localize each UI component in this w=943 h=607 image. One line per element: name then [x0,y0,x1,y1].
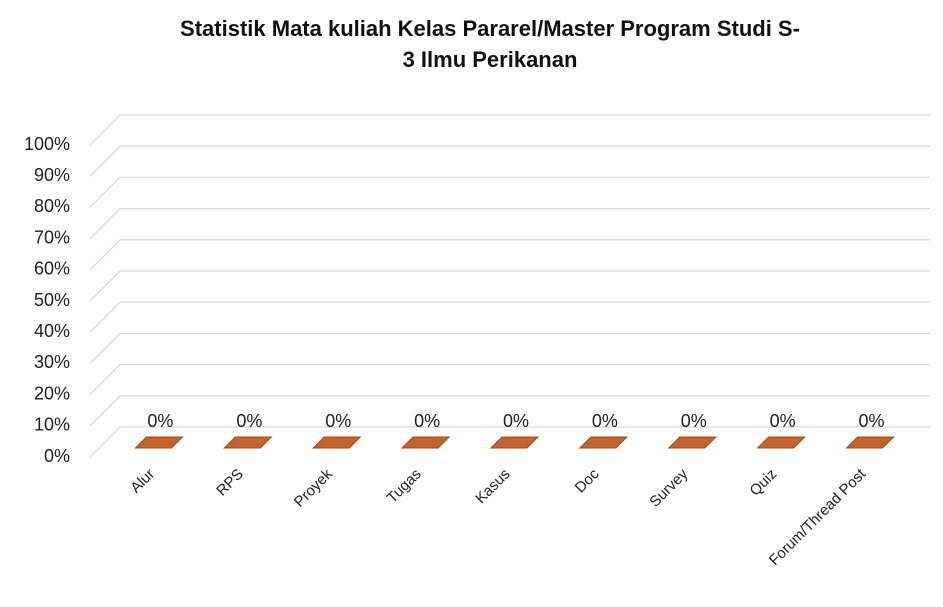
value-label: 0% [770,411,796,431]
x-tick-label: Forum/Thread Post [766,465,870,569]
y-tick-label: 100% [24,134,70,154]
grid-line [89,332,930,364]
grid-line [89,176,930,208]
bar-top [134,436,184,449]
bar-top [400,436,451,449]
grid-line [89,363,930,396]
chart-title: Statistik Mata kuliah Kelas Pararel/Mast… [180,16,800,41]
bar-top [489,436,540,449]
grid-line [89,426,930,458]
x-tick-label: Alur [127,466,158,497]
bar-top [756,436,806,449]
value-label: 0% [236,411,262,431]
value-label: 0% [681,411,707,431]
x-tick-label: Tugas [384,466,425,507]
bar [667,436,717,449]
y-tick-label: 30% [34,352,70,372]
x-tick-label: RPS [213,466,247,500]
value-label: 0% [414,411,440,431]
bar [400,436,451,449]
value-label: 0% [592,411,618,431]
bar-top [845,436,895,449]
bar [312,436,362,449]
value-label: 0% [503,411,529,431]
y-tick-label: 80% [34,196,70,216]
x-tick-label: Proyek [291,465,336,510]
chart-title: 3 Ilmu Perikanan [403,47,578,72]
y-tick-label: 20% [34,383,70,403]
bar-top [578,436,629,449]
value-label: 0% [147,411,173,431]
grid-line [89,207,930,240]
value-label: 0% [325,411,351,431]
grid-line [89,270,930,302]
value-label: 0% [859,411,885,431]
x-tick-label: Survey [646,465,691,510]
y-tick-label: 0% [44,446,70,466]
bar [578,436,629,449]
bar [223,436,273,449]
y-tick-label: 90% [34,165,70,185]
grid-line [89,239,930,271]
bar-top [223,436,273,449]
bar [845,436,895,449]
bar [134,436,184,449]
x-tick-label: Quiz [746,466,780,500]
y-tick-label: 50% [34,290,70,310]
y-tick-label: 10% [34,415,70,435]
grid-line [89,145,930,177]
grid-line [89,114,930,146]
x-tick-label: Doc [572,465,603,496]
x-tick-label: Kasus [472,466,514,508]
y-tick-label: 60% [34,259,70,279]
bar [489,436,540,449]
bar [756,436,806,449]
y-tick-label: 40% [34,321,70,341]
y-tick-label: 70% [34,227,70,247]
grid-line [89,395,930,427]
grid-line [89,301,930,333]
bar-top [667,436,717,449]
bar-top [312,436,362,449]
